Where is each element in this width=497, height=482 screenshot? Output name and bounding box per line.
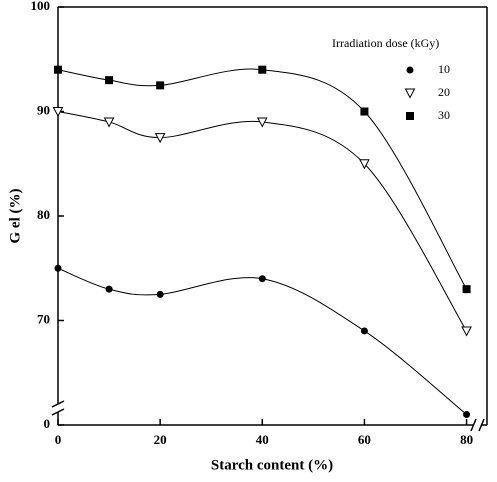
y-tick-label: 90 bbox=[37, 102, 50, 117]
y-break-gap bbox=[52, 404, 64, 412]
data-point bbox=[462, 285, 471, 294]
data-point bbox=[105, 285, 113, 293]
x-tick-label: 20 bbox=[154, 432, 167, 447]
x-break bbox=[470, 418, 477, 432]
data-point bbox=[463, 411, 471, 419]
data-point bbox=[461, 326, 472, 337]
y-axis-label: G el (%) bbox=[7, 189, 23, 244]
y-tick-label: 0 bbox=[44, 416, 51, 431]
x-tick-label: 60 bbox=[358, 432, 371, 447]
legend-title: Irradiation dose (kGy) bbox=[332, 36, 439, 50]
series-line bbox=[57, 267, 467, 415]
data-point bbox=[359, 159, 370, 170]
data-point bbox=[256, 117, 268, 128]
data-point bbox=[360, 107, 369, 116]
data-point bbox=[154, 133, 166, 144]
data-point bbox=[54, 264, 62, 272]
legend-label: 10 bbox=[438, 62, 450, 76]
data-point bbox=[258, 65, 267, 74]
x-break bbox=[478, 418, 485, 432]
x-tick-label: 40 bbox=[256, 432, 269, 447]
data-point bbox=[103, 117, 115, 128]
series-line bbox=[57, 68, 468, 290]
y-break bbox=[51, 400, 65, 408]
y-tick-label: 80 bbox=[37, 207, 50, 222]
y-tick-label: 70 bbox=[37, 311, 50, 326]
x-break-gap bbox=[474, 419, 481, 431]
legend-label: 30 bbox=[438, 108, 450, 122]
legend-label: 20 bbox=[438, 85, 450, 99]
legend-marker bbox=[406, 112, 414, 120]
legend-marker bbox=[406, 66, 414, 74]
data-point bbox=[156, 290, 164, 298]
x-tick-label: 0 bbox=[55, 432, 62, 447]
y-break bbox=[51, 408, 65, 416]
data-point bbox=[258, 275, 266, 283]
data-point bbox=[54, 65, 62, 74]
data-point bbox=[52, 107, 64, 118]
data-point bbox=[105, 76, 114, 85]
x-tick-label: 80 bbox=[460, 432, 473, 447]
y-tick-label: 100 bbox=[31, 0, 51, 13]
data-point bbox=[360, 327, 368, 335]
series-line bbox=[57, 111, 467, 332]
legend-marker bbox=[404, 88, 416, 99]
x-axis-label: Starch content (%) bbox=[211, 457, 333, 473]
data-point bbox=[156, 81, 165, 90]
